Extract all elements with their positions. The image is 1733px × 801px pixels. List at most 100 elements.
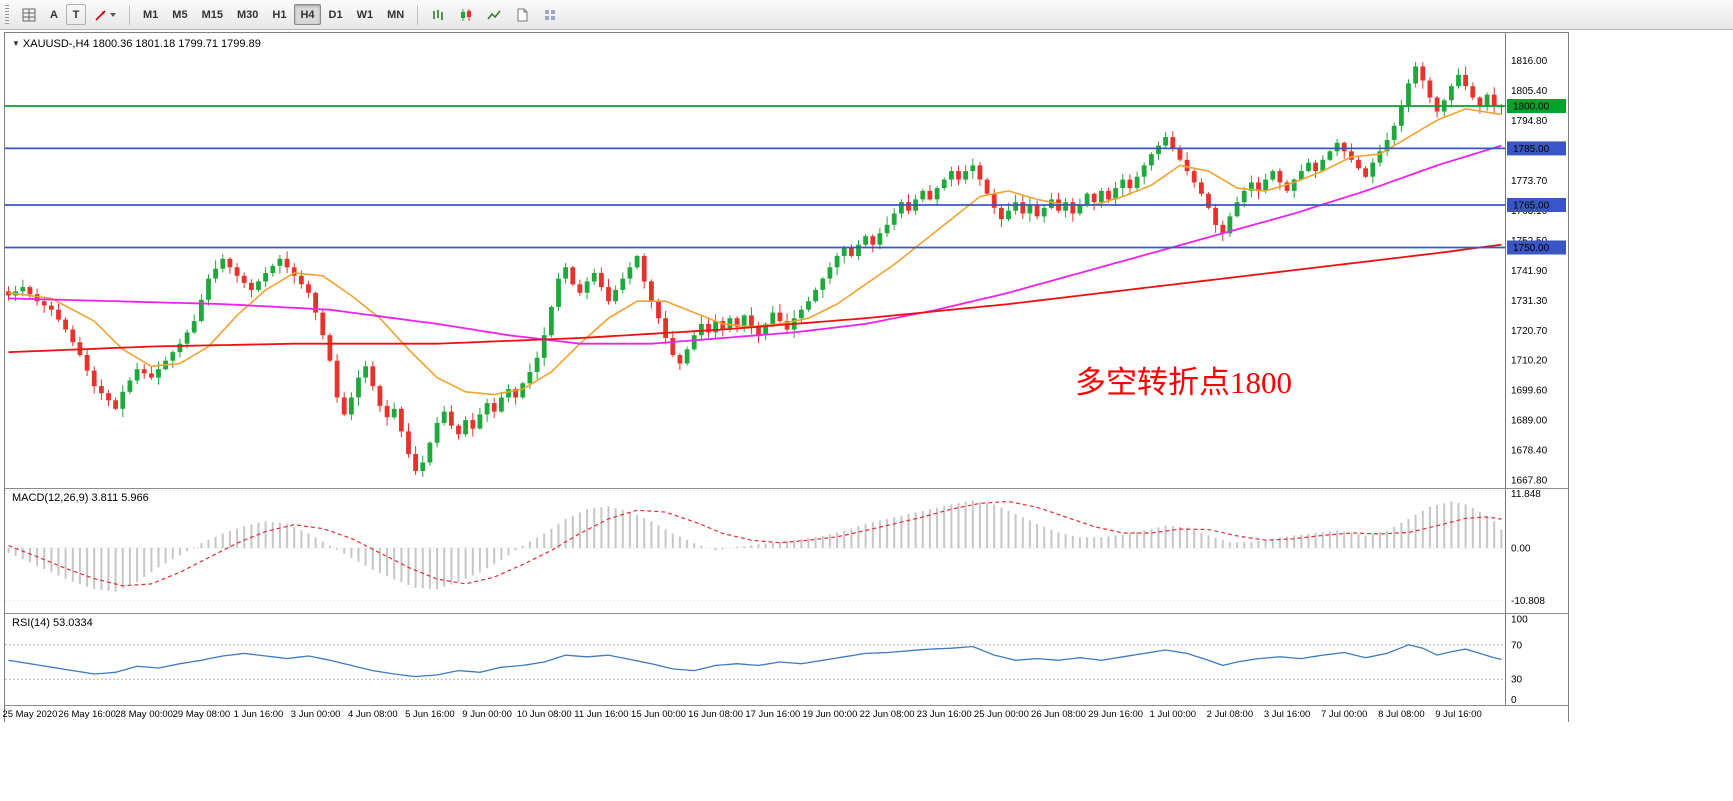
time-axis-label: 10 Jun 08:00	[516, 709, 572, 720]
time-axis-label: 25 May 2020	[2, 709, 58, 720]
ma-fast-orange-line[interactable]	[8, 107, 1502, 396]
price-level-badge: 1785.00	[1507, 141, 1566, 156]
time-axis-label: 28 May 00:00	[115, 709, 173, 720]
svg-text:1750.00: 1750.00	[1513, 243, 1550, 254]
tf-button-m1[interactable]: M1	[143, 8, 159, 21]
rsi-line	[8, 644, 1502, 678]
indicator-grid-icon[interactable]	[537, 3, 563, 26]
price-axis-label: 1816.00	[1511, 56, 1548, 67]
price-axis-label: 1720.70	[1511, 326, 1548, 337]
tf-button-h1[interactable]: H1	[272, 8, 287, 21]
timeframe-group: M1 M5 M15 M30 H1 H4 D1 W1 MN	[137, 4, 410, 25]
draw-arrow-tool-button[interactable]	[88, 3, 122, 26]
price-level-badge: 1800.00	[1507, 99, 1566, 113]
tf-button-d1[interactable]: D1	[328, 8, 343, 21]
price-axis-label: 1794.80	[1511, 116, 1548, 127]
pane-separator[interactable]	[5, 613, 1568, 614]
tf-button-mn[interactable]: MN	[387, 8, 405, 21]
time-axis-label: 26 May 16:00	[58, 709, 116, 720]
rsi-pane[interactable]: 100 70 30 0	[5, 614, 1568, 705]
time-axis-label: 9 Jun 00:00	[462, 709, 512, 720]
candles	[6, 61, 1504, 477]
toolbar-grip[interactable]	[5, 4, 9, 25]
chart-title-text: XAUUSD-,H4 1800.36 1801.18 1799.71 1799.…	[22, 38, 261, 50]
grid-glyph	[22, 8, 36, 21]
pane-separator[interactable]	[5, 488, 1568, 489]
svg-text:1765.00: 1765.00	[1513, 201, 1550, 212]
text-box-button[interactable]: T	[66, 4, 86, 25]
time-axis-label: 3 Jul 16:00	[1263, 709, 1311, 720]
top-toolbar: A T M1 M5 M15 M30 H1 H4 D1 W1 MN	[0, 0, 1733, 30]
macd-indicator-label: MACD(12,26,9) 3.811 5.966	[12, 492, 149, 504]
price-axis-label: 1805.40	[1511, 86, 1548, 97]
chart-title: ▼ XAUUSD-,H4 1800.36 1801.18 1799.71 1799…	[12, 38, 261, 50]
ma-mid-magenta-line[interactable]	[8, 144, 1502, 345]
price-level-badge: 1750.00	[1507, 240, 1566, 255]
chart-window: 1816.001805.401794.801784.201773.701763.…	[2, 32, 1569, 722]
time-axis-label: 1 Jun 16:00	[233, 709, 284, 720]
price-axis-label: 1689.00	[1511, 416, 1548, 427]
macd-pane[interactable]: 11.848 0.00 -10.808	[5, 489, 1568, 613]
macd-axis-label: 0.00	[1511, 544, 1531, 555]
price-axis-label: 1699.60	[1511, 386, 1548, 397]
price-axis-label: 1710.20	[1511, 356, 1548, 367]
time-axis-label: 3 Jun 00:00	[290, 709, 341, 720]
time-axis-label: 7 Jul 00:00	[1320, 709, 1368, 720]
time-axis-label: 25 Jun 00:00	[973, 709, 1029, 720]
new-document-icon[interactable]	[509, 3, 535, 26]
tf-button-w1[interactable]: W1	[356, 8, 374, 21]
price-axis-label: 1667.80	[1511, 476, 1548, 487]
chart-grid-icon[interactable]	[16, 3, 42, 26]
time-axis-label: 16 Jun 08:00	[688, 709, 744, 720]
time-axis-label: 22 Jun 08:00	[859, 709, 915, 720]
macd-histogram	[7, 500, 1503, 592]
tf-button-h4[interactable]: H4	[294, 4, 321, 25]
time-axis-label: 1 Jul 00:00	[1149, 709, 1197, 720]
rsi-indicator-label: RSI(14) 53.0334	[12, 617, 93, 629]
tf-button-m15[interactable]: M15	[201, 8, 223, 21]
dropdown-caret-icon	[110, 12, 116, 17]
time-axis-label: 4 Jun 08:00	[347, 709, 398, 720]
rsi-axis-label: 30	[1511, 675, 1523, 686]
time-axis-label: 23 Jun 16:00	[916, 709, 972, 720]
macd-signal-line	[8, 500, 1502, 587]
time-axis-label: 8 Jul 08:00	[1378, 709, 1425, 720]
svg-text:1785.00: 1785.00	[1513, 144, 1550, 155]
rsi-axis-label: 100	[1511, 615, 1528, 626]
main-price-pane[interactable]: 1816.001805.401794.801784.201773.701763.…	[5, 33, 1568, 488]
time-axis-label: 29 Jun 16:00	[1088, 709, 1144, 720]
price-annotation-text[interactable]: 多空转折点1800	[1075, 365, 1292, 400]
time-axis-label: 15 Jun 00:00	[631, 709, 686, 720]
time-axis-label: 17 Jun 16:00	[745, 709, 801, 720]
time-axis-label: 26 Jun 08:00	[1031, 709, 1086, 720]
price-axis-label: 1773.70	[1511, 176, 1548, 187]
macd-axis-label: 11.848	[1511, 489, 1541, 500]
time-axis-label: 19 Jun 00:00	[802, 709, 858, 720]
text-label-button[interactable]: A	[50, 8, 58, 21]
time-axis-label: 5 Jun 16:00	[405, 709, 455, 720]
time-axis-label: 11 Jun 16:00	[574, 709, 629, 720]
time-axis-label: 29 May 08:00	[172, 709, 231, 720]
toolbar-separator	[417, 4, 419, 25]
tf-button-m5[interactable]: M5	[172, 8, 188, 21]
candlestick-view-icon[interactable]	[453, 3, 479, 26]
collapse-triangle-icon[interactable]: ▼	[12, 39, 20, 48]
toolbar-separator	[129, 4, 130, 25]
pane-separator	[5, 705, 1568, 706]
tf-button-m30[interactable]: M30	[236, 8, 259, 21]
rsi-axis-label: 70	[1511, 640, 1523, 651]
rsi-axis-label: 0	[1511, 695, 1517, 705]
macd-axis-label: -10.808	[1511, 596, 1545, 607]
ma-slow-red-line[interactable]	[8, 243, 1502, 354]
bar-chart-view-icon[interactable]	[425, 3, 451, 26]
price-level-badge: 1765.00	[1507, 198, 1566, 212]
time-axis[interactable]: 25 May 2020 26 May 16:00 28 May 00:00 29 Ma…	[2, 706, 1568, 722]
price-axis-label: 1731.30	[1511, 296, 1548, 307]
line-chart-view-icon[interactable]	[481, 3, 507, 26]
svg-text:1800.00: 1800.00	[1513, 102, 1550, 113]
price-axis-label: 1741.90	[1511, 266, 1548, 277]
time-axis-label: 2 Jul 08:00	[1206, 709, 1254, 720]
price-axis-label: 1678.40	[1511, 446, 1548, 457]
time-axis-label: 9 Jul 16:00	[1435, 709, 1482, 720]
arrow-icon	[95, 9, 106, 21]
